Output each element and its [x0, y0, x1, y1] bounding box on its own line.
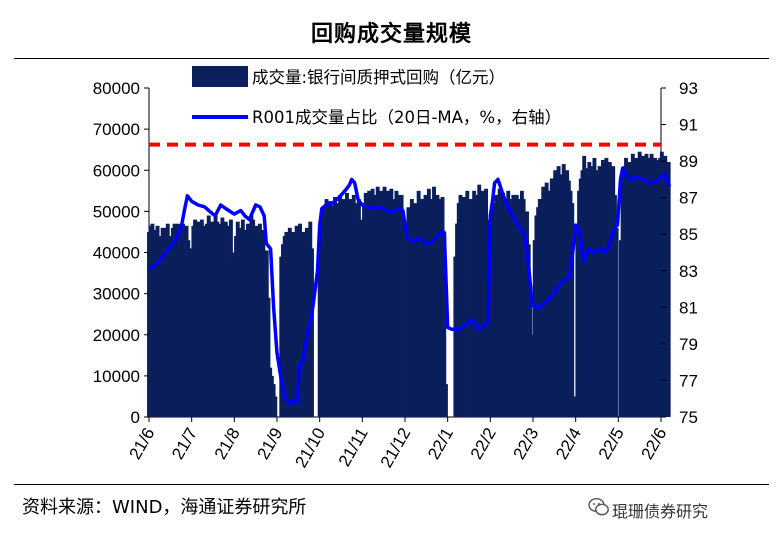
y-right-tick-label: 89: [679, 152, 698, 171]
y-left-tick-label: 20000: [93, 326, 140, 345]
y-right-tick-label: 77: [679, 371, 698, 390]
x-tick-label: 22/3: [509, 425, 542, 463]
watermark-text: 琨珊债券研究: [612, 502, 709, 521]
legend-bar-label: 成交量:银行间质押式回购（亿元）: [252, 68, 505, 87]
y-left-tick-label: 30000: [93, 285, 140, 304]
x-tick-label: 21/6: [125, 425, 158, 463]
y-right-tick-label: 75: [679, 408, 698, 427]
source-note: 资料来源：WIND，海通证券研究所: [22, 497, 307, 518]
bar: [614, 227, 619, 417]
x-tick-label: 22/4: [552, 425, 585, 463]
x-tick-label: 21/10: [291, 425, 329, 471]
legend: 成交量:银行间质押式回购（亿元） R001成交量占比（20日-MA，%，右轴）: [192, 66, 561, 127]
legend-line-label: R001成交量占比（20日-MA，%，右轴）: [252, 108, 561, 127]
page-title: 回购成交量规模: [310, 22, 472, 47]
y-left-tick-label: 10000: [93, 367, 140, 386]
y-right-tick-label: 79: [679, 335, 698, 354]
x-tick-label: 21/8: [211, 425, 244, 463]
y-right-tick-label: 87: [679, 189, 698, 208]
title-divider: [14, 58, 769, 59]
bar: [266, 297, 271, 417]
x-tick-label: 22/2: [467, 425, 500, 463]
ratio-line: [148, 166, 672, 406]
y-left-tick-label: 70000: [93, 120, 140, 139]
y-left-tick-label: 80000: [93, 79, 140, 98]
x-tick-label: 21/12: [377, 425, 415, 471]
y-right-tick-label: 83: [679, 262, 698, 281]
bar: [442, 231, 447, 417]
y-right-tick-label: 93: [679, 79, 698, 98]
bar: [310, 248, 314, 417]
x-tick-label: 21/11: [335, 425, 372, 470]
x-tick-label: 22/1: [424, 425, 457, 463]
bar: [572, 396, 576, 417]
legend-bar-swatch: [192, 66, 248, 87]
bar: [273, 396, 278, 417]
bar: [530, 334, 535, 417]
x-tick-label: 22/5: [595, 425, 628, 463]
x-tick-label: 21/9: [253, 425, 286, 463]
footer-divider: [14, 484, 769, 485]
bar-series: [147, 151, 671, 418]
y-left-tick-label: 40000: [93, 244, 140, 263]
bar: [666, 162, 671, 417]
y-right-tick-label: 91: [679, 116, 698, 135]
bar: [444, 384, 448, 417]
y-left-tick-label: 60000: [93, 161, 140, 180]
y-left-tick-label: 0: [131, 408, 140, 427]
y-right-tick-label: 81: [679, 298, 698, 317]
wechat-icon: [588, 497, 609, 516]
bar: [570, 203, 575, 417]
y-left-tick-label: 50000: [93, 202, 140, 221]
line-series: [148, 166, 672, 406]
x-tick-label: 22/6: [637, 425, 670, 463]
x-tick-label: 21/7: [168, 425, 201, 463]
y-right-tick-label: 85: [679, 225, 698, 244]
